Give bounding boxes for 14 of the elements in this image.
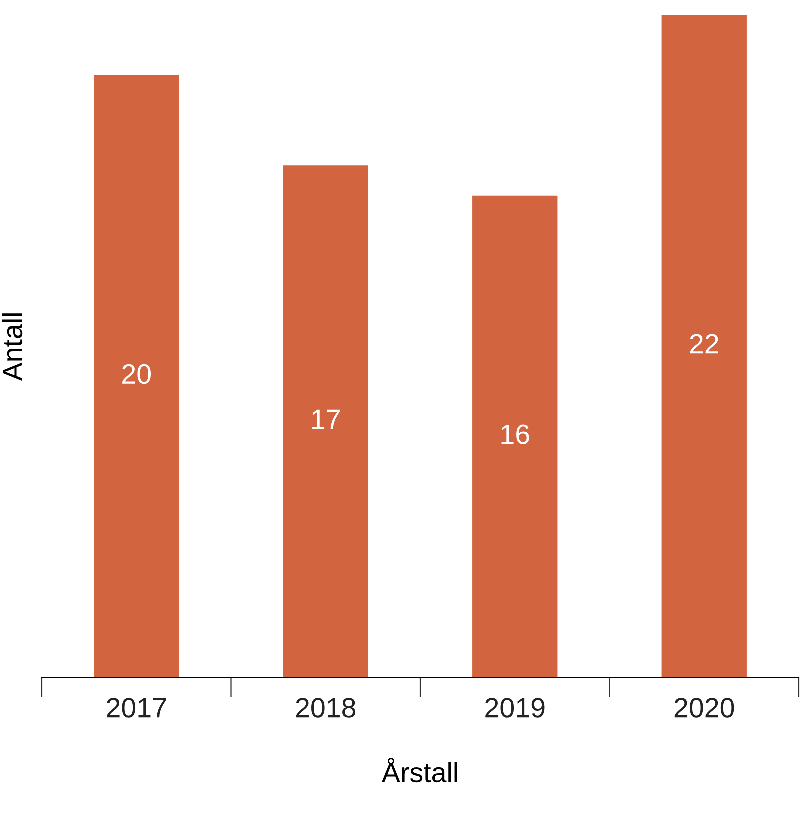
bar <box>662 15 747 678</box>
x-tick-label: 2017 <box>107 698 166 718</box>
x-axis-title: Årstall <box>382 758 458 783</box>
data-label: 22 <box>690 334 718 354</box>
x-tick-label: 2020 <box>674 698 734 718</box>
bar <box>283 166 368 678</box>
data-label: 16 <box>502 424 530 444</box>
y-axis-title: Antall <box>2 314 23 382</box>
x-tick-label: 2018 <box>296 698 356 718</box>
bar <box>472 196 558 678</box>
x-tick-label: 2019 <box>486 698 545 718</box>
bar <box>94 75 180 678</box>
data-label: 17 <box>312 410 340 430</box>
data-label: 20 <box>122 364 151 384</box>
